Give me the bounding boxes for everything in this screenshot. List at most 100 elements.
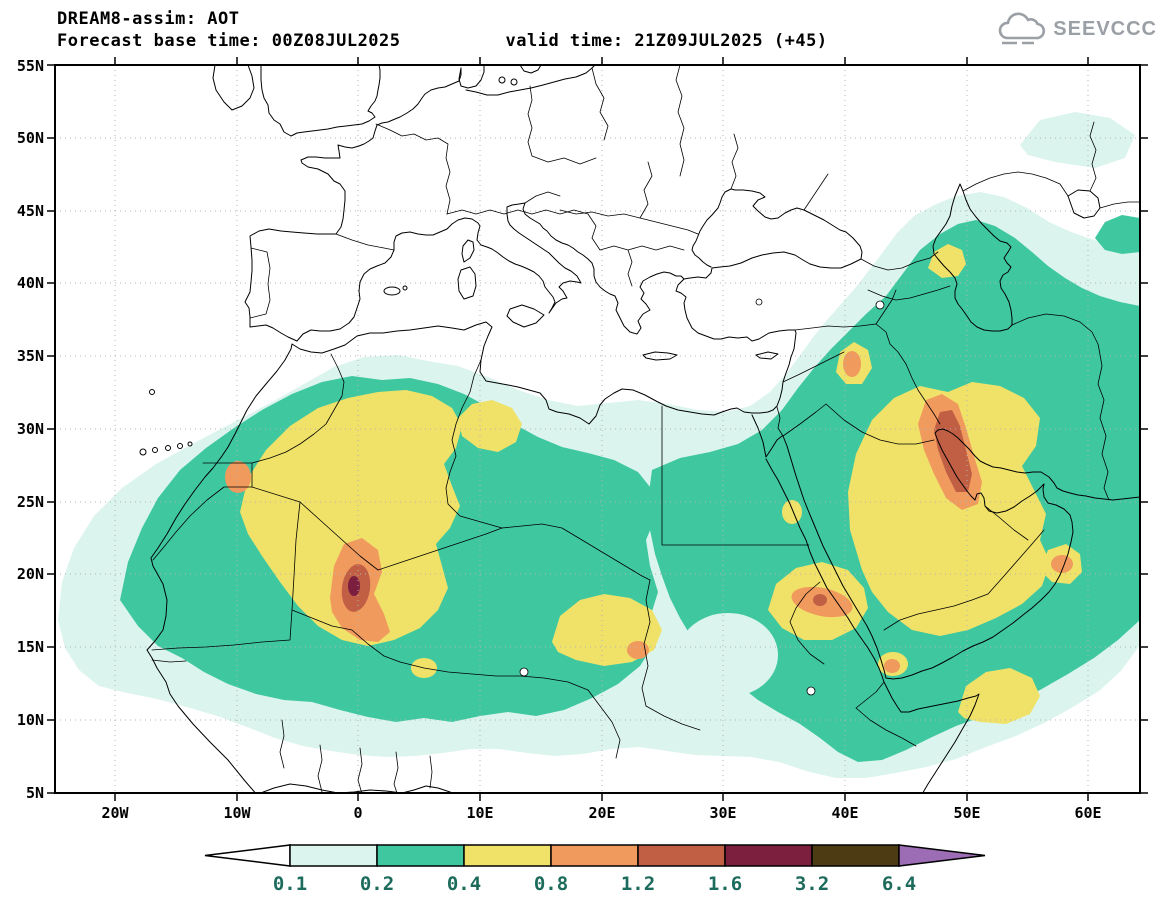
island-baltic — [498, 76, 506, 84]
lat-tick-label: 15N — [17, 638, 44, 656]
lon-tick-label: 20E — [588, 804, 615, 822]
forecast-base-time: Forecast base time: 00Z08JUL2025 — [57, 31, 401, 51]
border-line — [151, 659, 187, 663]
border-line — [251, 353, 345, 464]
border-line — [524, 191, 561, 204]
coastline-africa-atlantic-mediterranean — [146, 321, 774, 793]
contour-region — [678, 613, 778, 697]
border-line — [883, 505, 1045, 631]
contour-region — [348, 576, 360, 596]
coastline-gulf-of-guinea — [259, 783, 454, 793]
lon-tick-label: 30E — [709, 804, 736, 822]
border-line — [962, 121, 1140, 209]
gridlines — [55, 65, 1140, 793]
lon-tick-label: 10W — [223, 804, 251, 822]
border-line — [527, 85, 597, 165]
border-line — [776, 406, 784, 437]
lon-tick-label: 20W — [101, 804, 129, 822]
border-line — [501, 523, 651, 581]
lat-tick-label: 50N — [17, 129, 44, 147]
border-line — [782, 351, 845, 383]
coastlines — [139, 65, 1140, 793]
island-corsica — [461, 239, 475, 263]
contour-region — [782, 500, 802, 524]
coastline-aral-sea — [1067, 189, 1101, 219]
lat-tick-label: 20N — [17, 565, 44, 583]
tick-marks-left — [47, 64, 55, 794]
border-line — [860, 251, 951, 325]
colorbar-label: 3.2 — [795, 873, 829, 895]
colorbar-segment — [724, 844, 813, 867]
contour-region — [627, 641, 649, 659]
country-borders — [151, 65, 1140, 793]
tick-marks-right — [1140, 64, 1148, 794]
contour-region — [848, 382, 1050, 636]
border-line — [299, 501, 503, 571]
border-line — [559, 209, 699, 235]
lat-tick-label: 55N — [17, 57, 44, 75]
border-line — [446, 209, 589, 215]
border-line — [875, 323, 941, 425]
lon-tick-label: 40E — [831, 804, 858, 822]
contour-region — [1095, 215, 1140, 254]
border-line — [249, 247, 271, 319]
contour-region — [843, 351, 861, 377]
tick-marks-top — [114, 57, 1089, 65]
colorbar-segment — [811, 844, 900, 867]
plot-subtitle: Forecast base time: 00Z08JUL2025 valid ti… — [57, 30, 828, 52]
coastline-sinai — [751, 414, 783, 458]
coastline-spain-mediterranean — [296, 228, 448, 342]
coastline-iberia-france-atlantic — [244, 67, 462, 342]
lat-tick-label: 30N — [17, 420, 44, 438]
border-line — [587, 213, 685, 287]
border-line — [782, 403, 935, 445]
border-line — [675, 65, 685, 177]
lon-tick-label: 10E — [466, 804, 493, 822]
island-canary — [139, 448, 147, 456]
lake-tuz — [755, 298, 763, 306]
island-crete — [642, 351, 678, 361]
colorbar-label: 6.4 — [882, 873, 916, 895]
lat-tick-label: 45N — [17, 202, 44, 220]
border-line — [445, 359, 503, 529]
border-line — [279, 719, 433, 793]
tick-marks-bottom — [114, 793, 1089, 801]
border-line — [291, 609, 589, 691]
island-baltic — [510, 78, 518, 86]
border-line — [661, 405, 810, 546]
lake-van — [875, 300, 885, 310]
lat-tick-label: 40N — [17, 274, 44, 292]
contour-field — [58, 112, 1140, 778]
lake-tana — [806, 686, 816, 696]
seevccc-logo: SEEVCCC — [995, 10, 1157, 48]
cloud-icon — [999, 12, 1046, 45]
valid-time: valid time: 21Z09JUL2025 (+45) — [505, 31, 828, 51]
colorbar-segment — [463, 844, 552, 867]
border-line — [641, 579, 651, 707]
colorbar-segment — [376, 844, 465, 867]
island-canary — [187, 441, 193, 447]
colorbar-label: 0.4 — [447, 873, 481, 895]
colorbar-label: 1.6 — [708, 873, 742, 895]
longitude-axis: 20W 10W 0 10E 20E 30E 40E 50E 60E — [101, 804, 1101, 822]
aot-band-0.4-0.8 — [240, 244, 1082, 724]
colorbar-segment — [637, 844, 726, 867]
border-line — [151, 486, 301, 651]
coastline-jutland-baltic — [458, 65, 596, 96]
colorbar: 0.1 0.2 0.4 0.8 1.2 1.6 3.2 6.4 — [204, 844, 986, 895]
coastline-arabia-persian-gulf — [782, 428, 1140, 680]
aot-band-1.6-3.2 — [348, 576, 360, 596]
colorbar-label: 0.2 — [360, 873, 394, 895]
colorbar-overflow-arrow — [898, 844, 986, 867]
border-line — [375, 123, 451, 215]
border-line — [639, 161, 653, 219]
lat-tick-label: 35N — [17, 347, 44, 365]
lon-tick-label: 60E — [1074, 804, 1101, 822]
colorbar-segment — [550, 844, 639, 867]
lat-tick-label: 5N — [26, 784, 44, 802]
plot-title: DREAM8-assim: AOT — [57, 9, 240, 29]
logo-text: SEEVCCC — [1053, 17, 1157, 40]
coastline-ireland — [212, 65, 255, 111]
